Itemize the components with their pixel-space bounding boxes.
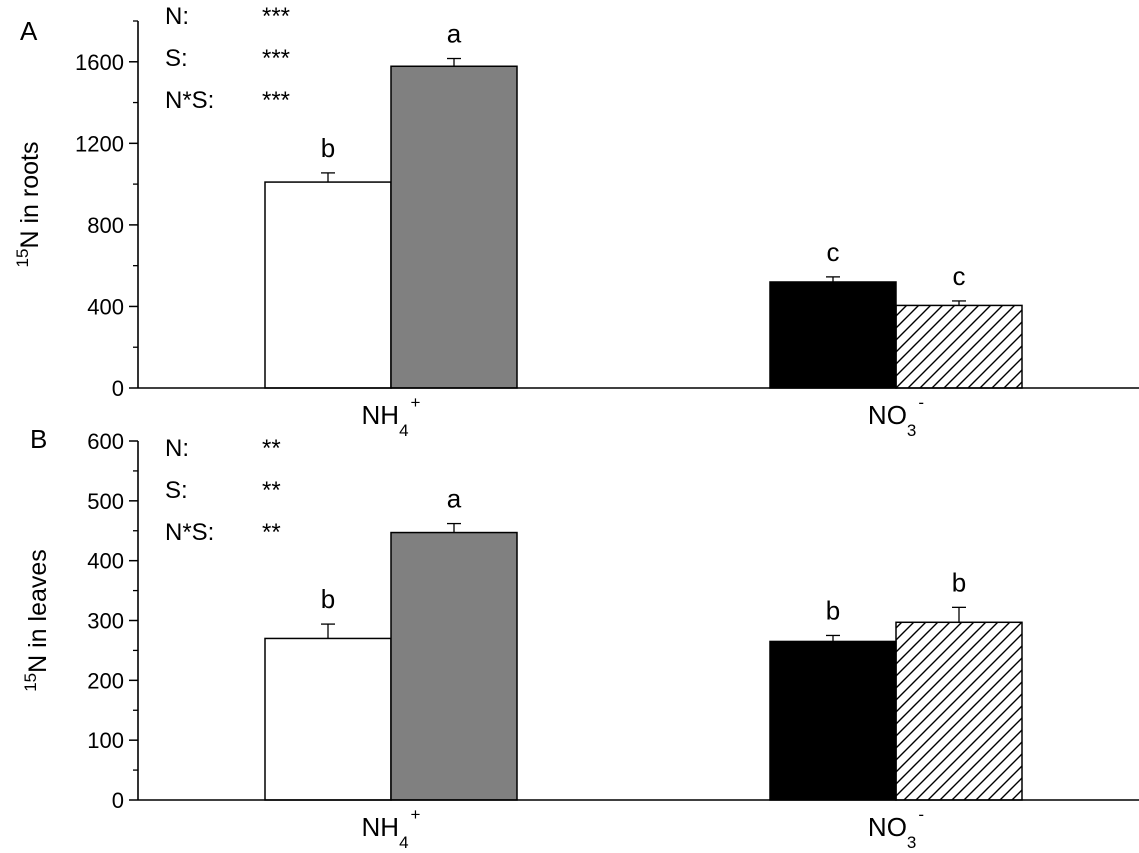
stat-label: N: <box>165 435 189 462</box>
y-tick-label: 300 <box>87 609 124 634</box>
stat-value: *** <box>262 45 290 72</box>
y-tick-label: 1600 <box>75 50 124 75</box>
bar <box>769 640 897 801</box>
panel-label: A <box>20 16 38 46</box>
bar <box>390 65 518 389</box>
stat-value: ** <box>262 435 281 462</box>
stat-label: S: <box>165 45 188 72</box>
y-tick-label: 0 <box>112 788 124 813</box>
bar <box>264 181 392 389</box>
significance-letter: b <box>952 567 966 597</box>
stat-value: *** <box>262 87 290 114</box>
significance-letter: c <box>827 237 840 267</box>
stat-value: ** <box>262 477 281 504</box>
stat-label: N*S: <box>165 87 214 114</box>
y-tick-label: 100 <box>87 728 124 753</box>
y-tick-label: 400 <box>87 294 124 319</box>
significance-letter: c <box>953 261 966 291</box>
significance-letter: b <box>321 133 335 163</box>
y-tick-label: 400 <box>87 549 124 574</box>
y-tick-label: 800 <box>87 213 124 238</box>
y-tick-label: 200 <box>87 668 124 693</box>
panel-label: B <box>30 424 47 454</box>
y-tick-label: 0 <box>112 376 124 401</box>
stat-label: N: <box>165 3 189 30</box>
x-category-label: NH4+ <box>362 393 421 440</box>
stat-value: *** <box>262 3 290 30</box>
y-tick-label: 500 <box>87 489 124 514</box>
significance-letter: b <box>321 584 335 614</box>
panel-a: b a c c 0 400 800 1200 1600 NH4+ NO3- 15N in roots A… <box>13 3 1139 440</box>
y-axis-title: 15N in roots <box>13 142 44 268</box>
y-axis-title: 15N in leaves <box>21 549 52 692</box>
bar <box>264 637 392 801</box>
stat-label: N*S: <box>165 519 214 546</box>
stat-value: ** <box>262 519 281 546</box>
panel-b: b a b b 0 100 200 300 400 500 600 NH4+ NO3- 15N in le… <box>21 424 1139 852</box>
significance-letter: b <box>826 595 840 625</box>
x-category-label: NO3- <box>868 805 924 852</box>
significance-letter: a <box>447 484 462 514</box>
bar <box>895 304 1023 389</box>
x-category-label: NH4+ <box>362 805 421 852</box>
x-category-label: NO3- <box>868 393 924 440</box>
y-tick-label: 1200 <box>75 131 124 156</box>
bar <box>895 621 1023 801</box>
significance-letter: a <box>447 19 462 49</box>
stat-label: S: <box>165 477 188 504</box>
y-tick-label: 600 <box>87 429 124 454</box>
bar <box>390 531 518 801</box>
bar <box>769 281 897 389</box>
